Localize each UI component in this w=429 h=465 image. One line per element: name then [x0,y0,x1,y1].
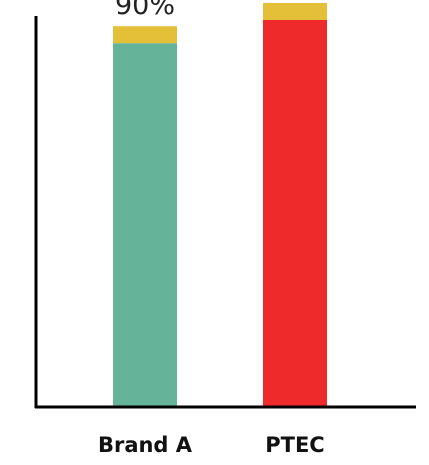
bars-group [113,2,327,407]
bar-ptec [263,19,327,407]
labels-group: 90%Brand A95.5%PTEC [98,0,325,457]
category-label-brand-a: Brand A [98,433,193,457]
value-label-brand-a: 90% [115,0,175,21]
bar-cap-brand-a [113,26,177,44]
bar-cap-ptec [263,2,327,20]
category-label-ptec: PTEC [265,433,324,457]
bar-brand-a [113,43,177,406]
